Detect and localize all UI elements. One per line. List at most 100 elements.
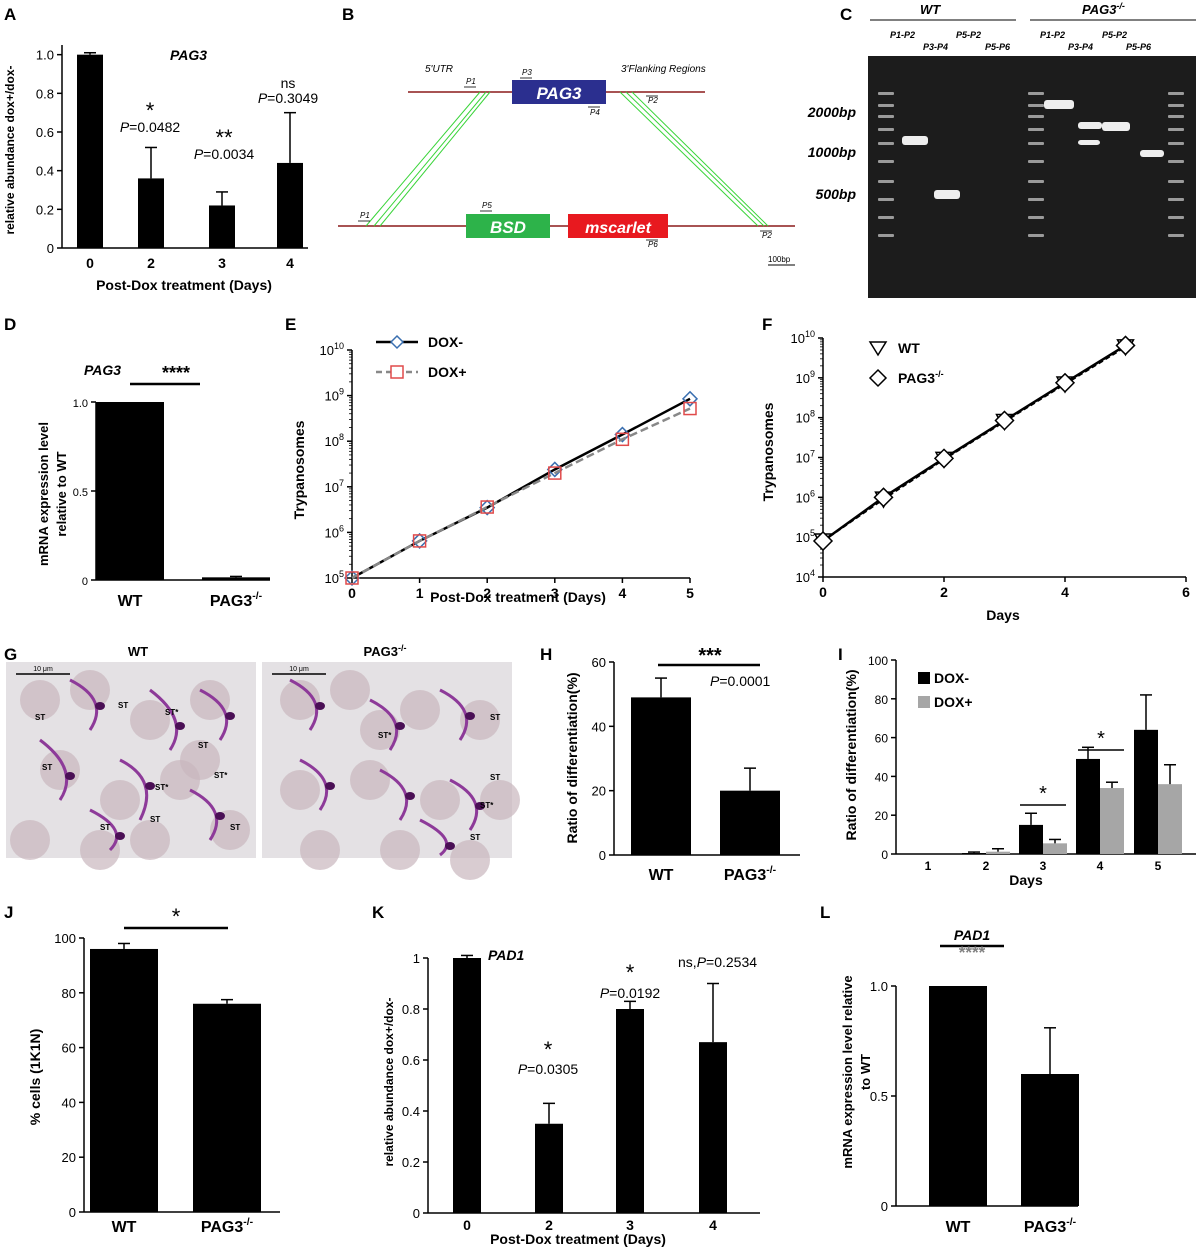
panel-h-y-tick-label: 20 bbox=[592, 784, 606, 799]
trypanosome bbox=[39, 738, 69, 801]
panel-d-ylabel: mRNA expression level bbox=[36, 422, 51, 566]
red-blood-cell bbox=[400, 690, 440, 730]
exponent: 6 bbox=[810, 488, 815, 498]
exponent: 9 bbox=[810, 369, 815, 379]
gel-ladder-band bbox=[878, 234, 894, 237]
panel-h-y-tick-label: 0 bbox=[599, 848, 606, 863]
panel-a-xlabel: Post-Dox treatment (Days) bbox=[96, 277, 272, 293]
x-tick-label: PAG3-/- bbox=[210, 591, 263, 610]
panel-c-letter: C bbox=[840, 5, 852, 24]
panel-k-y-tick-label: 0.6 bbox=[402, 1053, 420, 1068]
p-value: =0.3049 bbox=[267, 90, 318, 106]
scale-bar-label: 100bp bbox=[768, 255, 791, 264]
legend-text: PAG3 bbox=[898, 370, 935, 386]
gel-lane-label: P5-P2 bbox=[1102, 30, 1127, 40]
panel-i-bar bbox=[1134, 729, 1158, 854]
panel-h: H Ratio of differentiation(%) bbox=[540, 645, 580, 844]
panel-l: L PAD1 mRNA expression level relative to… bbox=[820, 903, 990, 1169]
panel-a-y-tick-label: 0 bbox=[47, 241, 54, 256]
panel-l-bar bbox=[1021, 1074, 1079, 1206]
exponent: 9 bbox=[339, 387, 344, 397]
panel-j-y-tick-label: 100 bbox=[54, 931, 76, 946]
base: 10 bbox=[796, 490, 810, 505]
base: 10 bbox=[796, 371, 810, 386]
panel-e-xlabel: Post-Dox treatment (Days) bbox=[430, 589, 606, 605]
red-blood-cell bbox=[180, 740, 220, 780]
gel-ladder-band bbox=[878, 142, 894, 145]
p-value: =0.0305 bbox=[527, 1061, 578, 1077]
panel-f-point-diamond bbox=[812, 530, 834, 552]
panel-a-y-tick-label: 0.2 bbox=[36, 202, 54, 217]
red-blood-cell bbox=[330, 670, 370, 710]
panel-e-y-tick-label: 105 bbox=[325, 569, 344, 586]
gel-group-ko: PAG3-/- bbox=[1082, 1, 1125, 17]
panel-k-annotation-mark: * bbox=[544, 1037, 553, 1062]
trypanosome bbox=[189, 788, 219, 841]
trypanosome-nucleus bbox=[215, 812, 225, 820]
panel-h-bar bbox=[631, 697, 691, 855]
red-blood-cell bbox=[70, 670, 110, 710]
panel-i-chart: 0 20 40 60 80 100 1 2 3 4 5 DOX- DOX+ * * bbox=[868, 654, 1196, 873]
crossover-line bbox=[631, 91, 769, 227]
red-blood-cell bbox=[280, 770, 320, 810]
panel-a-y-tick-label: 1.0 bbox=[36, 48, 54, 63]
primer-p4-label: P4 bbox=[590, 108, 600, 117]
panel-e: E Trypanosomes Post-Dox treatment (Days) bbox=[285, 315, 606, 605]
panel-f-legend-marker bbox=[868, 368, 888, 388]
panel-e-y-tick-label: 108 bbox=[325, 432, 344, 449]
panel-k-y-tick-label: 1 bbox=[413, 951, 420, 966]
panel-k-annotation: ns,P=0.2534 bbox=[678, 954, 757, 970]
panel-a-x-tick-label: 4 bbox=[286, 255, 294, 271]
panel-j-letter: J bbox=[4, 903, 13, 922]
panel-l-significance-mark: **** bbox=[959, 943, 986, 962]
panel-e-x-tick-label: 3 bbox=[551, 585, 559, 601]
red-blood-cell bbox=[10, 820, 50, 860]
panel-e-x-tick-label: 4 bbox=[619, 585, 627, 601]
base: 10 bbox=[325, 480, 339, 495]
trypanosome-nucleus bbox=[315, 702, 325, 710]
panel-i-xlabel: Days bbox=[1009, 872, 1043, 888]
panel-j-y-tick-label: 40 bbox=[62, 1095, 76, 1110]
p-letter: P bbox=[518, 1061, 528, 1077]
panel-d-bar bbox=[96, 402, 164, 580]
panel-d-letter: D bbox=[4, 315, 16, 334]
panel-i-y-tick-label: 60 bbox=[875, 732, 889, 746]
gel-lane-label: P1-P2 bbox=[890, 30, 915, 40]
utr5-label: 5'UTR bbox=[425, 64, 453, 75]
panel-a-bar bbox=[277, 162, 303, 248]
stumpy-label: ST bbox=[490, 713, 500, 722]
trypanosome bbox=[379, 768, 409, 821]
panel-f-y-tick-label: 105 bbox=[796, 528, 815, 545]
stumpy-label: ST bbox=[150, 815, 160, 824]
panel-i-significance-mark: * bbox=[1097, 728, 1105, 750]
trypanosome-nucleus bbox=[115, 832, 125, 840]
stumpy-star-label: ST* bbox=[214, 771, 228, 780]
gel-band bbox=[934, 190, 960, 199]
panel-h-p-value: P=0.0001 bbox=[710, 673, 771, 689]
crossover-line bbox=[619, 91, 759, 227]
trypanosome-nucleus bbox=[465, 712, 475, 720]
panel-h-bar bbox=[720, 790, 780, 855]
panel-f-x-tick-label: 4 bbox=[1061, 584, 1069, 600]
panel-e-point-square bbox=[412, 534, 427, 548]
exponent: 10 bbox=[334, 341, 344, 351]
stumpy-star-label: ST* bbox=[155, 783, 169, 792]
gel-ladder-band bbox=[1168, 234, 1184, 237]
panel-f-series-line bbox=[822, 345, 1127, 542]
x-tick-label: PAG3-/- bbox=[201, 1217, 254, 1236]
trypanosome-nucleus bbox=[405, 792, 415, 800]
gel-ladder-band bbox=[1028, 142, 1044, 145]
p-letter: P bbox=[710, 673, 720, 689]
panel-l-y-tick-label: 0 bbox=[881, 1199, 888, 1214]
panel-f-x-tick-label: 2 bbox=[940, 584, 948, 600]
gel-lane-label: P1-P2 bbox=[1040, 30, 1065, 40]
panel-d-significance-mark: **** bbox=[162, 363, 190, 383]
exponent: 4 bbox=[810, 568, 815, 578]
base: 10 bbox=[791, 331, 805, 346]
primer-p1-bottom-label: P1 bbox=[360, 211, 370, 220]
stumpy-label: ST bbox=[490, 773, 500, 782]
panel-a-annotation-p: P=0.0482 bbox=[120, 119, 181, 135]
stumpy-label: ST bbox=[100, 823, 110, 832]
trypanosome-nucleus bbox=[475, 802, 485, 810]
